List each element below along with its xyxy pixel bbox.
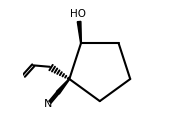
Text: HO: HO (70, 9, 86, 19)
Polygon shape (77, 21, 81, 43)
Polygon shape (56, 79, 70, 94)
Text: N: N (44, 99, 53, 109)
